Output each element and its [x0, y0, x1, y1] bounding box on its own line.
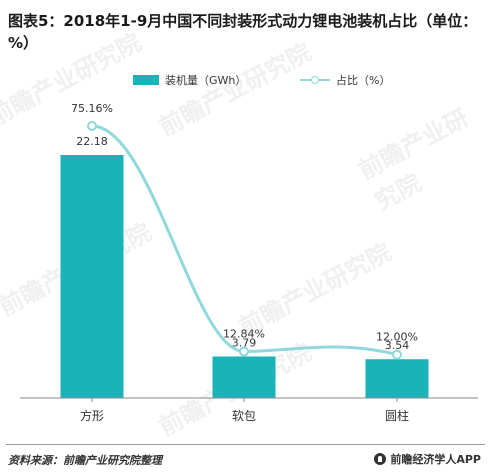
- legend-label-bars: 装机量（GWh）: [165, 74, 247, 87]
- bar-value-label-2: 3.79: [232, 336, 257, 349]
- x-tick-label-3: 圆柱: [385, 408, 409, 423]
- x-tick-label-2: 软包: [232, 409, 256, 423]
- chart-title: 图表5：2018年1-9月中国不同封装形式动力锂电池装机占比（单位：%）: [8, 12, 478, 52]
- bar-3: [365, 359, 429, 398]
- legend-swatch-line: [300, 75, 330, 85]
- line-series-path: [91, 124, 398, 357]
- legend-item-bars: 装机量（GWh）: [133, 72, 246, 88]
- brand-text: 前瞻经济学人APP: [390, 453, 481, 466]
- source-note: 资料来源：前瞻产业研究院整理: [8, 454, 162, 467]
- line-value-label-2: 12.84%: [223, 328, 265, 341]
- brand-label: 前瞻经济学人APP: [374, 451, 481, 467]
- bar-value-label-1: 22.18: [76, 135, 108, 148]
- legend-label-line: 占比（%）: [336, 74, 391, 87]
- footer-divider: [6, 444, 485, 445]
- line-value-label-3: 12.00%: [376, 331, 418, 344]
- bar-2: [212, 356, 276, 398]
- line-point-1: [87, 121, 97, 131]
- bar-value-label-3: 3.54: [385, 339, 410, 352]
- line-value-label-1: 75.16%: [71, 102, 113, 115]
- legend-item-line: 占比（%）: [300, 72, 390, 88]
- bar-1: [60, 155, 124, 398]
- legend-swatch-bar: [133, 75, 159, 85]
- line-point-3: [392, 349, 402, 360]
- brand-logo-icon: [374, 453, 387, 465]
- line-point-2: [239, 346, 249, 357]
- x-tick-label-1: 方形: [80, 408, 104, 423]
- chart-legend: 装机量（GWh） 占比（%）: [0, 72, 491, 92]
